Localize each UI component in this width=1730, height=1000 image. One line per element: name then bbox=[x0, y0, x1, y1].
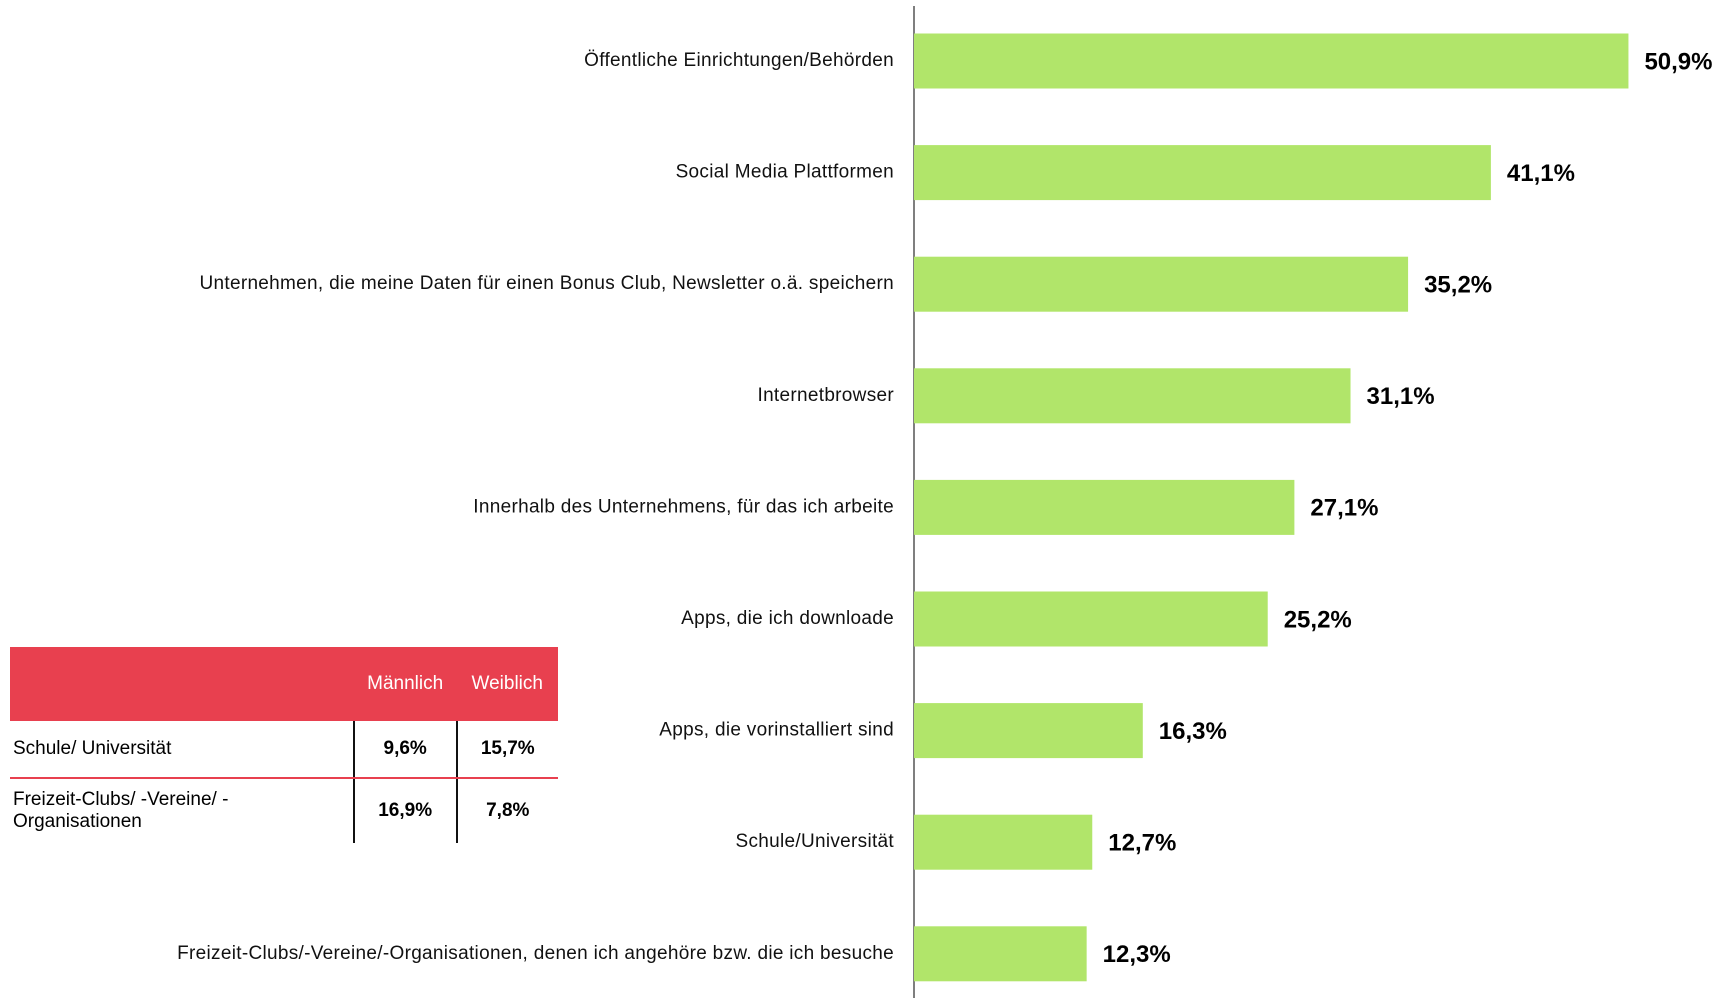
value-label: 12,3% bbox=[1103, 941, 1171, 968]
cell: 9,6% bbox=[352, 721, 457, 779]
category-label: Öffentliche Einrichtungen/Behörden bbox=[584, 50, 894, 71]
category-label: Schule/Universität bbox=[735, 831, 894, 852]
value-label: 12,7% bbox=[1108, 830, 1176, 857]
bar bbox=[914, 591, 1268, 647]
cell: 16,9% bbox=[352, 778, 457, 843]
row-label: Schule/ Universität bbox=[10, 721, 354, 779]
table-row: Schule/ Universität 9,6% 15,7% bbox=[10, 721, 558, 779]
category-label: Apps, die vorinstalliert sind bbox=[659, 720, 894, 741]
value-label: 35,2% bbox=[1424, 272, 1492, 299]
table-row: Freizeit-Clubs/ -Vereine/ -Organisatione… bbox=[10, 778, 558, 843]
cell: 15,7% bbox=[455, 721, 558, 779]
value-label: 27,1% bbox=[1310, 495, 1378, 522]
category-label: Social Media Plattformen bbox=[676, 162, 894, 183]
value-label: 31,1% bbox=[1367, 383, 1435, 410]
inset-table: Männlich Weiblich Schule/ Universität 9,… bbox=[10, 647, 558, 843]
value-label: 25,2% bbox=[1284, 606, 1352, 633]
category-label: Freizeit-Clubs/-Vereine/-Organisationen,… bbox=[177, 943, 894, 964]
value-label: 50,9% bbox=[1644, 48, 1712, 75]
bar bbox=[914, 33, 1629, 89]
cell: 7,8% bbox=[455, 778, 558, 843]
bar bbox=[914, 479, 1295, 535]
bar bbox=[914, 814, 1093, 870]
category-label: Unternehmen, die meine Daten für einen B… bbox=[199, 273, 894, 294]
category-label: Apps, die ich downloade bbox=[681, 608, 894, 629]
table-header: Männlich Weiblich bbox=[10, 647, 558, 721]
bar bbox=[914, 256, 1409, 312]
header-cell: Weiblich bbox=[456, 647, 558, 721]
bar bbox=[914, 926, 1087, 982]
bar bbox=[914, 703, 1143, 759]
row-label: Freizeit-Clubs/ -Vereine/ -Organisatione… bbox=[13, 789, 229, 832]
header-empty bbox=[10, 647, 354, 721]
value-label: 16,3% bbox=[1159, 718, 1227, 745]
bar bbox=[914, 145, 1491, 201]
header-cell: Männlich bbox=[353, 647, 457, 721]
value-label: 41,1% bbox=[1507, 160, 1575, 187]
category-label: Internetbrowser bbox=[757, 385, 894, 406]
category-label: Innerhalb des Unternehmens, für das ich … bbox=[473, 496, 894, 517]
bar bbox=[914, 368, 1351, 424]
